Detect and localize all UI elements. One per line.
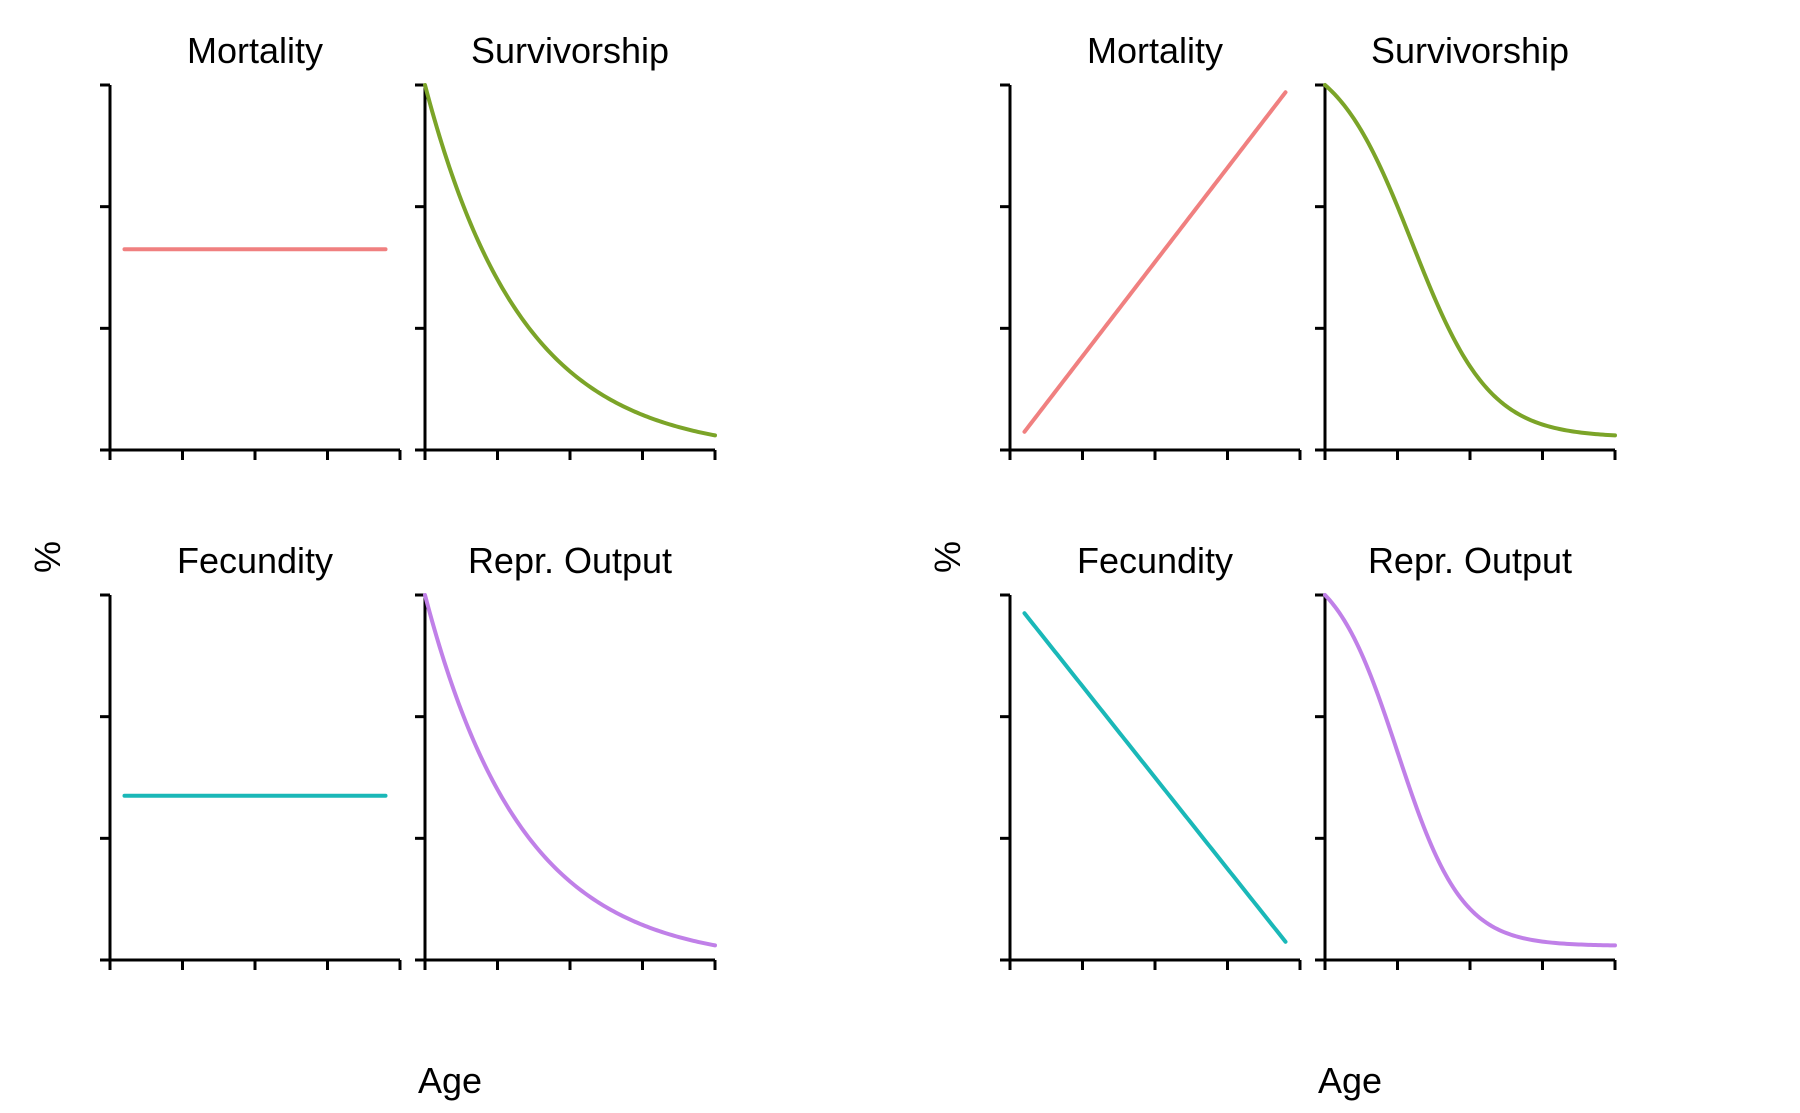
fecundity-right-curve <box>1025 613 1286 942</box>
survivorship-right-plot <box>1305 65 1635 470</box>
survivorship-left-plot <box>405 65 735 470</box>
repr-output-right-plot <box>1305 575 1635 980</box>
mortality-right-curve <box>1025 92 1286 431</box>
fecundity-left-plot <box>90 575 420 980</box>
x-axis-label-right: Age <box>1250 1060 1450 1102</box>
axes <box>425 595 715 960</box>
fecundity-right-plot <box>990 575 1320 980</box>
mortality-right-plot <box>990 65 1320 470</box>
repr-output-left-curve <box>425 595 715 945</box>
survivorship-right-curve <box>1325 85 1615 435</box>
axes <box>1325 595 1615 960</box>
axes <box>110 595 400 960</box>
x-axis-label-left: Age <box>350 1060 550 1102</box>
axes <box>110 85 400 450</box>
repr-output-left-plot <box>405 575 735 980</box>
figure: %AgeMortalitySurvivorshipFecundityRepr. … <box>0 0 1800 1113</box>
axes <box>425 85 715 450</box>
mortality-left-plot <box>90 65 420 470</box>
survivorship-left-curve <box>425 85 715 435</box>
repr-output-right-curve <box>1325 595 1615 945</box>
